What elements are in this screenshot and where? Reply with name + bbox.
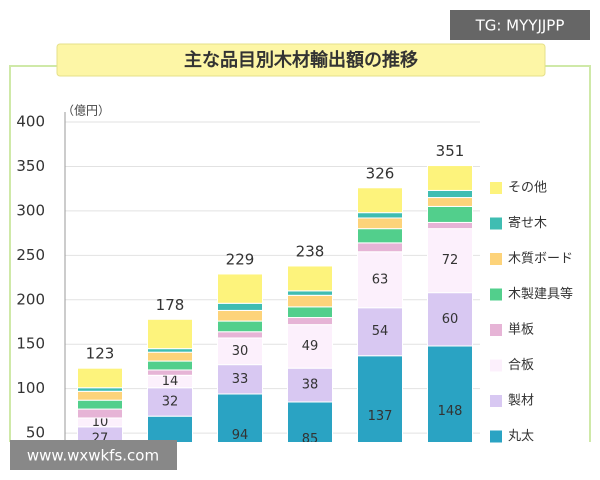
bar-segment [427,197,473,207]
bar-segment [147,351,193,362]
bar-segment [287,290,333,296]
y-tick-label: 200 [16,290,45,308]
total-label: 351 [436,142,465,160]
y-axis-label: （億円） [62,104,110,118]
bar-segment [147,318,193,350]
segment-label: 94 [232,428,249,443]
segment-label: 85 [302,432,319,447]
segment-label: 33 [232,372,249,387]
plot: 5010015020025030035040030271012369321417… [16,112,480,447]
bar-segment [427,165,473,191]
y-tick-label: 250 [16,246,45,264]
legend-label: 合板 [508,358,534,373]
segment-label: 54 [372,324,389,339]
total-label: 326 [366,164,395,182]
segment-label: 148 [438,404,463,419]
segment-label: 137 [368,409,393,424]
segment-label: 49 [302,339,319,354]
segment-label: 27 [92,431,109,446]
legend-label: 木質ボード [508,252,573,267]
watermark-box [450,10,590,40]
bar-segment [427,228,473,294]
legend-swatch [490,253,502,265]
bar-segment [357,212,403,219]
bar-segment [147,348,193,353]
segment-label: 14 [162,374,179,389]
bar-segment [427,205,473,223]
watermark: TG: MYYJJPP [475,17,565,35]
y-tick-label: 350 [16,157,45,175]
segment-label: 63 [372,272,389,287]
legend-label: 製材 [508,394,534,409]
bar-segment [77,399,123,410]
bar-segment [217,364,263,395]
legend-swatch [490,182,502,194]
bar-segment [357,251,403,309]
bar-segment [147,369,193,376]
bar-segment [287,401,333,442]
total-label: 178 [156,296,185,314]
bar-segment [357,187,403,214]
y-tick-label: 100 [16,379,45,397]
bar-segment [217,273,263,304]
bar-segment [287,317,333,326]
bar-segment [357,217,403,230]
segment-label: 32 [162,394,179,409]
legend-label: その他 [508,181,547,196]
bar-segment [427,345,473,442]
legend-swatch [490,217,502,230]
bar-segment [217,393,263,442]
bar-segment [287,324,333,369]
title-box [56,43,546,77]
bar-segment [287,367,333,403]
legend-label: 木製建具等 [508,286,573,302]
legend-swatch [490,430,502,443]
legend-label: 寄せ木 [508,215,547,231]
bar-segment [77,367,123,389]
bar-segment [217,331,263,339]
legend-swatch [490,359,502,372]
bar-segment [217,302,263,311]
segment-label: 10 [92,415,109,430]
bar-segment [217,320,263,333]
bar-segment [217,337,263,366]
watermark-box [10,440,177,470]
segment-label: 38 [302,378,319,393]
bar-segment [147,387,193,417]
y-tick-label: 150 [16,335,45,353]
segment-label: 72 [442,253,459,268]
chart-title: 主な品目別木材輸出額の推移 [184,49,418,71]
bar-segment [427,189,473,199]
total-label: 123 [86,345,115,363]
legend-swatch [490,288,502,301]
bar-segment [217,309,263,322]
total-label: 238 [296,242,325,260]
legend-label: 単板 [508,322,534,338]
bar-segment [287,265,333,292]
bar-segment [147,360,193,371]
legend-swatch [490,324,502,336]
segment-label: 60 [442,312,459,327]
bar-segment [77,387,123,392]
bar-segment [287,306,333,319]
bar-segment [357,242,403,253]
bar-segment [77,390,123,401]
y-tick-label: 50 [26,424,45,442]
total-label: 229 [226,250,255,268]
segment-label: 30 [232,344,249,359]
bar-segment [287,294,333,308]
watermark: www.wxwkfs.com [27,447,159,465]
bar-segment [77,408,123,419]
y-tick-label: 300 [16,201,45,219]
legend-swatch [490,395,502,407]
bar-segment [427,221,473,230]
y-tick-label: 400 [16,113,45,131]
legend-label: 丸太 [508,429,534,444]
bar-segment [357,228,403,244]
